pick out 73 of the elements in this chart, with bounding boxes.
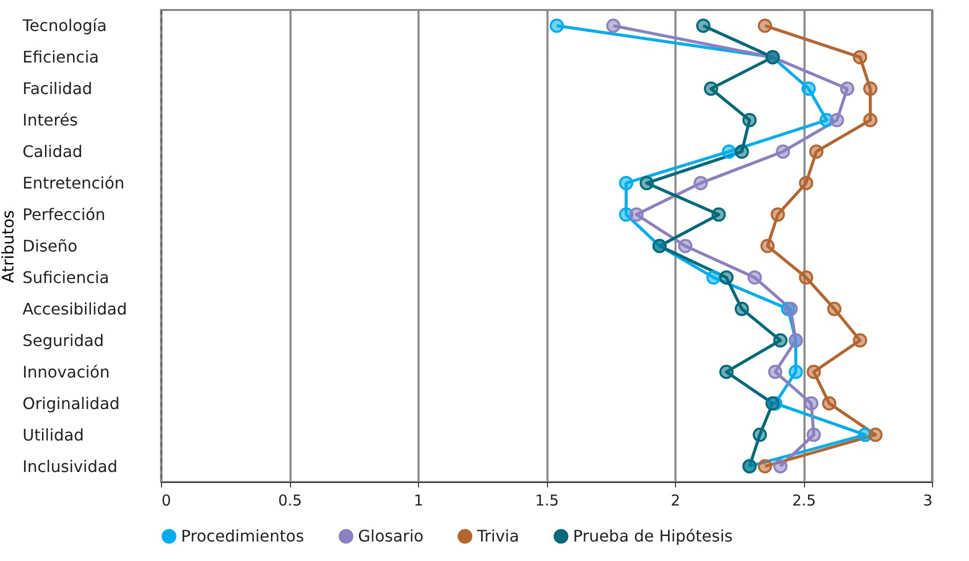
point: [748, 270, 762, 285]
point: [734, 144, 749, 159]
point: [629, 207, 644, 222]
point: [806, 428, 821, 442]
y-tick-label: Utilidad: [22, 425, 84, 444]
point: [788, 364, 803, 379]
y-tick-label: Eficiencia: [22, 48, 99, 67]
y-tick-label: Seguridad: [22, 330, 104, 350]
y-tick-label: Facilidad: [22, 79, 92, 98]
point: [550, 18, 564, 33]
point: [734, 302, 749, 316]
point: [863, 82, 878, 96]
y-axis-title: Atributos: [0, 210, 18, 283]
y-tick-label: Tecnología: [22, 16, 107, 36]
y-tick-label: Entretención: [22, 174, 125, 193]
point: [798, 270, 814, 285]
point: [719, 364, 734, 379]
legend-label: Trivia: [476, 526, 520, 546]
point: [719, 270, 734, 285]
point: [696, 18, 710, 33]
point: [712, 207, 726, 222]
point: [840, 82, 854, 96]
point: [758, 459, 772, 474]
point: [784, 302, 798, 316]
point: [868, 428, 883, 442]
point: [758, 18, 772, 33]
y-tick-label: Accesibilidad: [22, 299, 127, 318]
x-tick-label: 0: [162, 492, 172, 510]
point: [722, 144, 736, 159]
y-tick-label: Perfección: [22, 205, 106, 224]
point: [809, 144, 824, 159]
point: [640, 176, 654, 190]
point: [827, 302, 842, 316]
y-tick-label: Suficiencia: [22, 268, 110, 287]
x-tick-label: 3: [922, 492, 932, 510]
point: [766, 396, 780, 410]
legend-label: Glosario: [358, 526, 424, 546]
point: [798, 176, 814, 190]
point: [770, 207, 785, 222]
point: [852, 333, 868, 348]
y-tick-label: Innovación: [22, 362, 110, 382]
point: [619, 176, 634, 190]
y-tick-label: Interés: [22, 110, 78, 130]
point: [852, 50, 868, 64]
point: [776, 144, 790, 159]
point: [863, 113, 878, 128]
y-tick-label: Originalidad: [22, 394, 120, 413]
point: [760, 238, 775, 254]
x-tick-label: 0.5: [278, 492, 302, 510]
point: [830, 113, 844, 128]
legend-label: Prueba de Hipótesis: [573, 526, 733, 546]
y-tick-label: Diseño: [22, 236, 78, 256]
point: [822, 396, 836, 410]
point: [802, 82, 816, 96]
legend-label: Procedimientos: [181, 526, 304, 546]
point: [752, 428, 767, 442]
y-tick-label: Inclusividad: [22, 456, 118, 476]
y-tick-label: Calidad: [22, 142, 82, 162]
point: [768, 364, 782, 379]
point: [678, 238, 692, 254]
point: [704, 82, 718, 96]
point: [806, 364, 821, 379]
x-tick-label: 2.5: [792, 492, 816, 510]
point: [694, 176, 708, 190]
point: [804, 396, 818, 410]
point: [706, 270, 721, 285]
point: [773, 459, 788, 474]
point: [773, 333, 788, 348]
point: [606, 18, 620, 33]
x-tick-label: 2: [670, 492, 680, 510]
x-tick-label: 1: [414, 492, 424, 510]
x-tick-label: 1.5: [535, 492, 559, 510]
point: [742, 113, 757, 128]
